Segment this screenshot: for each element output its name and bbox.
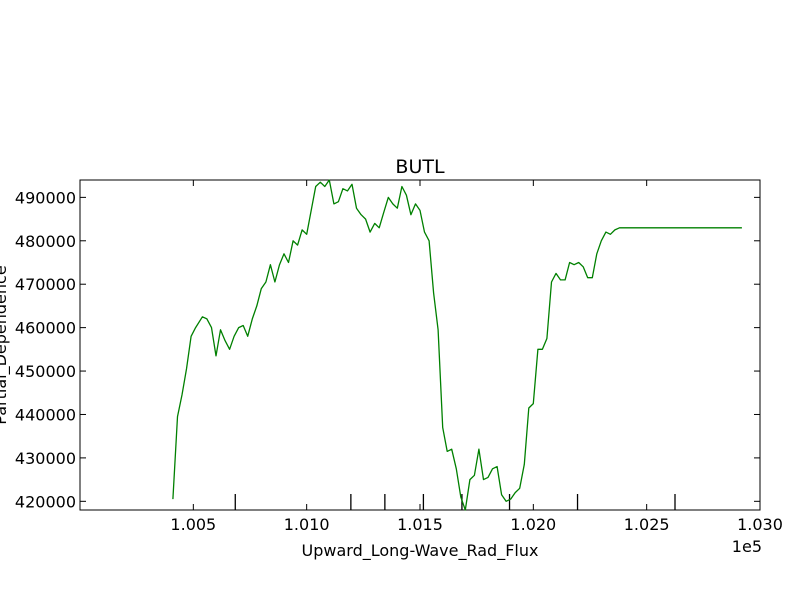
series-layer [172, 179, 742, 511]
x-tick-label: 1.010 [284, 515, 330, 534]
y-axis-ticks: 420000 430000 440000 450000 460000 470000 4800… [15, 188, 760, 511]
series-line [172, 179, 742, 511]
y-tick-label: 450000 [15, 362, 76, 381]
x-offset-label: 1e5 [732, 537, 762, 556]
plot-area [79, 179, 761, 511]
x-tick-label: 1.030 [737, 515, 783, 534]
x-axis-label: Upward_Long-Wave_Rad_Flux [302, 541, 539, 561]
y-tick-label: 490000 [15, 188, 76, 207]
chart-title: BUTL [395, 156, 445, 178]
y-tick-label: 440000 [15, 405, 76, 424]
y-tick-label: 480000 [15, 232, 76, 251]
x-tick-label: 1.025 [624, 515, 670, 534]
y-tick-label: 460000 [15, 319, 76, 338]
x-tick-label: 1.005 [170, 515, 216, 534]
y-axis-label: Partial_Dependence [0, 265, 11, 424]
y-tick-label: 430000 [15, 449, 76, 468]
x-axis-ticks: 1.005 1.010 1.015 1.020 1.025 1.030 [170, 180, 783, 534]
x-tick-label: 1.015 [397, 515, 443, 534]
y-tick-label: 470000 [15, 275, 76, 294]
y-tick-label: 420000 [15, 492, 76, 511]
x-tick-label: 1.020 [510, 515, 556, 534]
